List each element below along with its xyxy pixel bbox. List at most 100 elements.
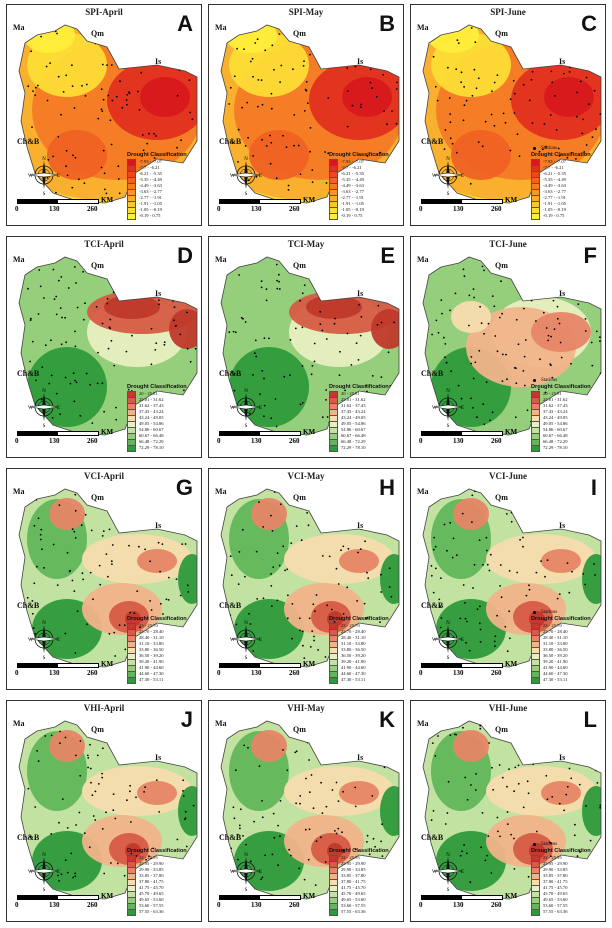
station-dot bbox=[155, 499, 157, 501]
station-dot bbox=[379, 621, 381, 623]
station-dot bbox=[110, 143, 113, 146]
station-dot bbox=[347, 547, 350, 550]
station-dot bbox=[470, 27, 473, 29]
map-panel: VCI-April G Ma Qm Is Ch&B Drought Classificati… bbox=[6, 468, 202, 690]
station-dot bbox=[449, 113, 452, 115]
station-dot bbox=[308, 759, 310, 761]
station-dot bbox=[59, 413, 61, 416]
legend-label: -1.91 - -1.05 bbox=[543, 201, 566, 206]
legend-swatch bbox=[329, 212, 338, 220]
station-dot bbox=[432, 591, 435, 594]
station-dot bbox=[436, 99, 439, 102]
region-boundary bbox=[422, 488, 602, 668]
station-dot bbox=[111, 544, 114, 546]
station-dot bbox=[513, 92, 516, 95]
station-dot bbox=[270, 514, 272, 517]
station-dot bbox=[106, 297, 109, 300]
station-dot bbox=[342, 545, 345, 548]
station-dot bbox=[246, 101, 249, 104]
station-dot bbox=[230, 574, 233, 577]
station-dot bbox=[363, 602, 366, 605]
map-canvas bbox=[18, 256, 198, 436]
station-dot bbox=[433, 536, 436, 539]
station-dot bbox=[558, 154, 561, 157]
station-dot bbox=[388, 586, 391, 588]
station-dot bbox=[90, 529, 93, 532]
legend-label: 44.60 - 47.30 bbox=[543, 671, 568, 676]
station-dot bbox=[115, 406, 117, 409]
station-dot bbox=[578, 783, 581, 786]
station-dot bbox=[380, 840, 382, 843]
station-dot bbox=[492, 788, 495, 791]
station-dot bbox=[129, 790, 131, 793]
station-dot bbox=[309, 53, 311, 56]
station-dot bbox=[532, 522, 534, 525]
station-dot bbox=[178, 733, 181, 735]
station-dot bbox=[450, 370, 453, 373]
station-dot bbox=[233, 75, 236, 78]
station-dot bbox=[40, 528, 43, 531]
station-dot bbox=[237, 583, 240, 585]
station-dot bbox=[149, 560, 152, 563]
station-dot bbox=[477, 77, 480, 80]
station-dot bbox=[493, 640, 496, 643]
station-dot bbox=[103, 410, 105, 413]
scale-tick: 0 bbox=[217, 205, 221, 213]
station-dot bbox=[89, 767, 92, 770]
station-dot bbox=[367, 577, 370, 580]
station-dot bbox=[371, 375, 374, 377]
station-dot bbox=[242, 835, 244, 837]
station-dot bbox=[532, 293, 534, 296]
station-dot bbox=[252, 155, 254, 157]
station-dot bbox=[500, 280, 502, 283]
station-dot bbox=[56, 584, 59, 586]
station-dot bbox=[364, 540, 366, 543]
scale-unit: KM bbox=[101, 428, 114, 436]
station-dot bbox=[568, 71, 571, 73]
station-dot bbox=[164, 282, 167, 285]
station-dot bbox=[526, 491, 529, 494]
map-panel: SPI-May B Ma Qm Is Ch&B Drought Classification… bbox=[208, 4, 404, 226]
station-dot bbox=[505, 353, 507, 356]
station-dot bbox=[173, 306, 176, 308]
legend-label: 31.10 - 33.80 bbox=[543, 641, 568, 646]
station-dot bbox=[153, 157, 156, 159]
station-dot bbox=[64, 316, 66, 319]
station-dot bbox=[79, 27, 82, 30]
station-dot bbox=[342, 613, 345, 615]
station-dot bbox=[182, 779, 185, 782]
station-dot bbox=[303, 110, 306, 112]
station-dot bbox=[380, 376, 383, 378]
station-dot bbox=[261, 103, 264, 106]
legend-item: 72.29 - 78.10 bbox=[531, 444, 601, 452]
station-dot bbox=[475, 87, 478, 90]
station-dot bbox=[299, 629, 301, 632]
legend-label: 43.24 - 49.05 bbox=[341, 415, 366, 420]
station-dot bbox=[337, 827, 340, 830]
station-dot bbox=[275, 425, 278, 428]
legend-label: 31.10 - 33.80 bbox=[139, 641, 164, 646]
station-dot bbox=[513, 790, 515, 793]
legend-title: Drought Classification bbox=[329, 848, 389, 854]
region-boundary bbox=[18, 24, 198, 204]
station-dot bbox=[263, 377, 265, 380]
station-dot bbox=[557, 147, 560, 150]
station-dot bbox=[256, 598, 259, 600]
station-dot bbox=[65, 149, 68, 152]
station-dot bbox=[74, 156, 77, 159]
station-dot bbox=[517, 782, 520, 785]
station-dot bbox=[138, 521, 140, 524]
station-dot bbox=[556, 285, 558, 288]
station-dot bbox=[290, 542, 293, 544]
station-dot bbox=[377, 304, 380, 307]
scale-tick: 260 bbox=[491, 669, 502, 677]
station-dot bbox=[281, 259, 284, 261]
legend-label: 33.80 - 36.50 bbox=[139, 647, 164, 652]
station-dot bbox=[287, 184, 290, 187]
stations-label: Stations bbox=[541, 145, 558, 151]
station-dot bbox=[470, 356, 473, 358]
station-dot bbox=[84, 302, 86, 305]
station-dot bbox=[102, 39, 105, 42]
station-dot bbox=[574, 823, 576, 826]
station-dot bbox=[130, 821, 132, 823]
